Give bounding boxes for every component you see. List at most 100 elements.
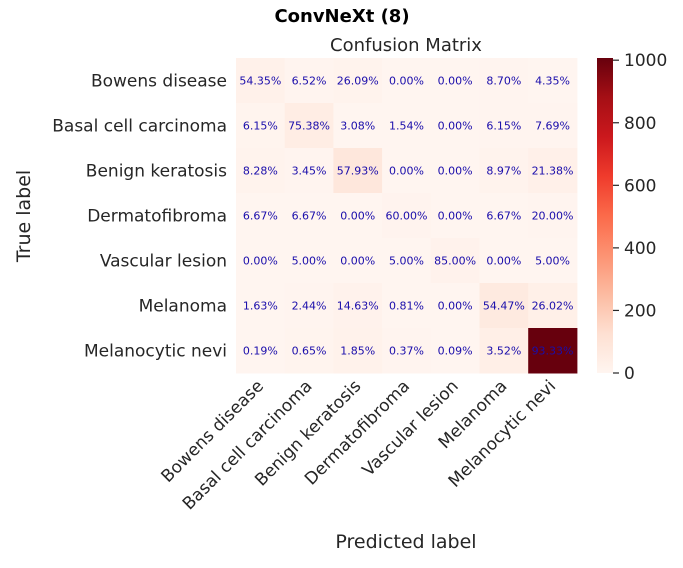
heatmap-cell (479, 283, 529, 329)
heatmap-cell (479, 238, 529, 284)
colorbar-ticks: 0 200 400 600 800 1000 (613, 51, 667, 384)
colorbar (597, 58, 613, 373)
cell-value-label: 1.85% (340, 345, 375, 358)
colorbar-tick-label: 1000 (624, 51, 667, 71)
row-tick-label: Dermatofibroma (87, 207, 227, 227)
cell-value-label: 54.35% (239, 75, 281, 88)
heatmap-cell (333, 58, 383, 104)
heatmap-cell (333, 103, 383, 149)
cell-value-label: 8.28% (243, 165, 278, 178)
cell-value-label: 0.37% (389, 345, 424, 358)
row-tick-label: Melanoma (139, 297, 227, 317)
cell-value-label: 6.15% (243, 120, 278, 133)
heatmap-cell (236, 103, 286, 149)
cell-value-label: 0.65% (292, 345, 327, 358)
cell-value-label: 54.47% (483, 300, 525, 313)
heatmap-cell (528, 58, 578, 104)
cell-value-label: 3.08% (340, 120, 375, 133)
heatmap-cell (382, 148, 432, 194)
heatmap-cell (430, 283, 480, 329)
cell-value-label: 0.00% (438, 120, 473, 133)
cell-value-label: 0.00% (438, 75, 473, 88)
heatmap-cell (236, 328, 286, 374)
cell-value-label: 1.54% (389, 120, 424, 133)
row-tick-label: Vascular lesion (100, 252, 227, 272)
heatmap-cell (382, 283, 432, 329)
cell-value-label: 0.00% (340, 210, 375, 223)
heatmap-cell (236, 238, 286, 284)
heatmap-cell (479, 328, 529, 374)
cell-value-label: 0.81% (389, 300, 424, 313)
heatmap-cell (236, 58, 286, 104)
heatmap-cell (284, 148, 334, 194)
heatmap-cell (382, 103, 432, 149)
heatmap-cell (333, 193, 383, 239)
cell-value-label: 60.00% (385, 210, 427, 223)
colorbar-tick-label: 600 (624, 176, 656, 196)
colorbar-tick-label: 400 (624, 239, 656, 259)
heatmap-cell (430, 103, 480, 149)
cell-value-label: 1.63% (243, 300, 278, 313)
x-axis-label: Predicted label (335, 531, 476, 553)
cell-value-label: 0.00% (389, 75, 424, 88)
heatmap-cell (333, 283, 383, 329)
heatmap-cell-labels: 54.35% 6.52% 26.09% 0.00% 0.00% 8.70% 4.35% 6.1… (239, 75, 573, 358)
cell-value-label: 93.33% (532, 345, 574, 358)
cell-value-label: 0.00% (243, 255, 278, 268)
cell-value-label: 8.97% (486, 165, 521, 178)
cell-value-label: 75.38% (288, 120, 330, 133)
heatmap-cell (528, 238, 578, 284)
cell-value-label: 0.00% (486, 255, 521, 268)
heatmap-cell (284, 193, 334, 239)
cell-value-label: 0.00% (340, 255, 375, 268)
cell-value-label: 6.67% (243, 210, 278, 223)
heatmap-cell (333, 328, 383, 374)
cell-value-label: 3.52% (486, 345, 521, 358)
heatmap-cell (333, 238, 383, 284)
heatmap-cell (528, 328, 578, 374)
heatmap-cell (284, 103, 334, 149)
cell-value-label: 4.35% (535, 75, 570, 88)
heatmap-cell (284, 58, 334, 104)
colorbar-tick-label: 800 (624, 114, 656, 134)
cell-value-label: 0.00% (438, 165, 473, 178)
row-tick-label: Benign keratosis (86, 162, 227, 182)
heatmap-cell (528, 103, 578, 149)
cell-value-label: 2.44% (292, 300, 327, 313)
heatmap-cell (333, 148, 383, 194)
heatmap-cell (430, 238, 480, 284)
cell-value-label: 6.67% (486, 210, 521, 223)
cell-value-label: 21.38% (532, 165, 574, 178)
cell-value-label: 5.00% (292, 255, 327, 268)
heatmap-cell (430, 328, 480, 374)
cell-value-label: 0.00% (438, 300, 473, 313)
heatmap-cell (284, 238, 334, 284)
chart-suptitle: ConvNeXt (8) (274, 6, 409, 27)
cell-value-label: 0.19% (243, 345, 278, 358)
heatmap-cell (236, 193, 286, 239)
heatmap-cells (236, 58, 578, 374)
cell-value-label: 0.00% (389, 165, 424, 178)
cell-value-label: 20.00% (532, 210, 574, 223)
heatmap-cell (236, 283, 286, 329)
colorbar-tick-label: 0 (624, 364, 635, 384)
cell-value-label: 0.09% (438, 345, 473, 358)
cell-value-label: 26.02% (532, 300, 574, 313)
heatmap-cell (479, 103, 529, 149)
heatmap-cell (528, 283, 578, 329)
cell-value-label: 6.15% (486, 120, 521, 133)
heatmap-cell (430, 193, 480, 239)
cell-value-label: 6.67% (292, 210, 327, 223)
row-tick-label: Melanocytic nevi (84, 342, 227, 362)
cell-value-label: 5.00% (535, 255, 570, 268)
cell-value-label: 6.52% (292, 75, 327, 88)
heatmap-cell (528, 193, 578, 239)
cell-value-label: 7.69% (535, 120, 570, 133)
cell-value-label: 57.93% (337, 165, 379, 178)
chart-title: Confusion Matrix (330, 35, 482, 56)
cell-value-label: 0.00% (438, 210, 473, 223)
y-axis-label: True label (13, 170, 35, 263)
row-tick-label: Bowens disease (91, 72, 227, 92)
